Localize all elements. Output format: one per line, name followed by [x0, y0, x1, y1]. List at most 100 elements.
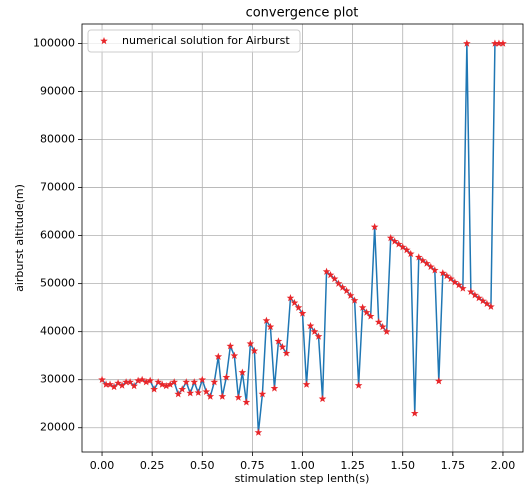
data-point	[495, 39, 503, 47]
data-point	[487, 302, 495, 310]
data-point	[459, 284, 467, 292]
data-point	[471, 291, 479, 299]
data-point	[150, 385, 158, 393]
data-point	[322, 267, 331, 275]
legend: numerical solution for Airburst	[87, 29, 301, 53]
data-point	[210, 378, 219, 386]
data-point	[402, 246, 411, 254]
data-point	[262, 316, 271, 324]
data-point	[222, 373, 231, 381]
data-point	[358, 303, 367, 311]
data-point	[242, 398, 251, 406]
data-point	[346, 291, 355, 299]
data-point	[166, 380, 174, 388]
x-tick-label: 1.25	[340, 459, 365, 472]
data-point	[334, 279, 343, 287]
data-point	[475, 294, 483, 302]
y-tick-label: 50000	[40, 277, 75, 290]
x-tick-label: 0.00	[90, 459, 115, 472]
data-point	[250, 346, 259, 355]
data-point	[282, 349, 291, 357]
x-tick-label: 0.50	[190, 459, 215, 472]
x-tick-label: 1.50	[390, 459, 415, 472]
data-point	[270, 384, 279, 392]
data-point	[194, 388, 203, 396]
data-point	[414, 253, 423, 261]
data-point	[226, 342, 235, 350]
data-point	[426, 262, 435, 271]
data-point	[198, 375, 207, 383]
data-point	[406, 249, 415, 258]
data-point	[286, 294, 295, 302]
data-point	[483, 299, 491, 308]
y-axis-label: airburst altitude(m)	[13, 184, 26, 292]
data-point	[390, 237, 399, 245]
y-tick-label: 80000	[40, 133, 75, 146]
data-point	[455, 281, 463, 289]
data-point	[386, 234, 395, 242]
data-point	[254, 428, 263, 436]
data-point	[218, 392, 227, 400]
data-point	[451, 278, 459, 286]
data-point	[350, 296, 359, 304]
data-point	[190, 378, 199, 386]
data-point	[278, 343, 287, 351]
data-point	[118, 381, 126, 389]
data-point	[499, 39, 507, 47]
data-point	[114, 379, 122, 387]
data-point	[158, 380, 166, 388]
data-point	[443, 271, 451, 280]
legend-marker	[100, 37, 108, 45]
data-point	[418, 256, 427, 264]
data-point	[214, 352, 223, 360]
data-point	[306, 321, 315, 330]
data-point	[298, 309, 307, 317]
data-point	[206, 392, 215, 400]
data-point	[246, 339, 255, 347]
data-point	[435, 377, 443, 385]
data-point	[479, 296, 487, 305]
data-point	[142, 378, 150, 386]
data-point	[146, 376, 154, 384]
data-point	[447, 274, 455, 283]
data-point	[310, 327, 319, 335]
data-point	[330, 274, 339, 283]
x-tick-label: 0.75	[240, 459, 265, 472]
data-point	[439, 269, 447, 277]
chart-title: convergence plot	[246, 6, 359, 21]
y-tick-label: 40000	[40, 325, 75, 338]
data-point	[126, 378, 134, 386]
data-point	[98, 375, 106, 383]
data-point	[106, 380, 114, 388]
plot-frame	[81, 23, 524, 453]
legend-label: numerical solution for Airburst	[122, 34, 290, 47]
data-point	[302, 380, 311, 388]
y-tick-label: 100000	[33, 36, 75, 49]
data-point	[258, 390, 267, 398]
data-point	[138, 375, 146, 383]
data-point	[162, 381, 170, 390]
data-point	[186, 389, 195, 397]
data-point	[318, 394, 327, 403]
data-point	[326, 270, 335, 279]
data-point	[463, 39, 471, 47]
data-point	[467, 287, 475, 296]
x-tick-label: 1.75	[441, 459, 466, 472]
data-point	[290, 298, 299, 307]
y-tick-label: 20000	[40, 421, 75, 434]
data-point	[178, 385, 187, 393]
data-point	[410, 409, 419, 417]
y-tick-label: 70000	[40, 181, 75, 194]
data-point	[174, 390, 183, 398]
x-tick-label: 1.00	[290, 459, 315, 472]
data-point	[374, 318, 383, 326]
data-point	[338, 283, 347, 291]
data-point	[110, 382, 118, 391]
data-point	[398, 243, 407, 251]
data-point	[366, 312, 375, 320]
x-axis-label: stimulation step lenth(s)	[235, 472, 370, 485]
data-point	[378, 322, 387, 331]
data-point	[342, 286, 351, 295]
data-point	[382, 327, 391, 335]
data-point	[266, 322, 275, 331]
